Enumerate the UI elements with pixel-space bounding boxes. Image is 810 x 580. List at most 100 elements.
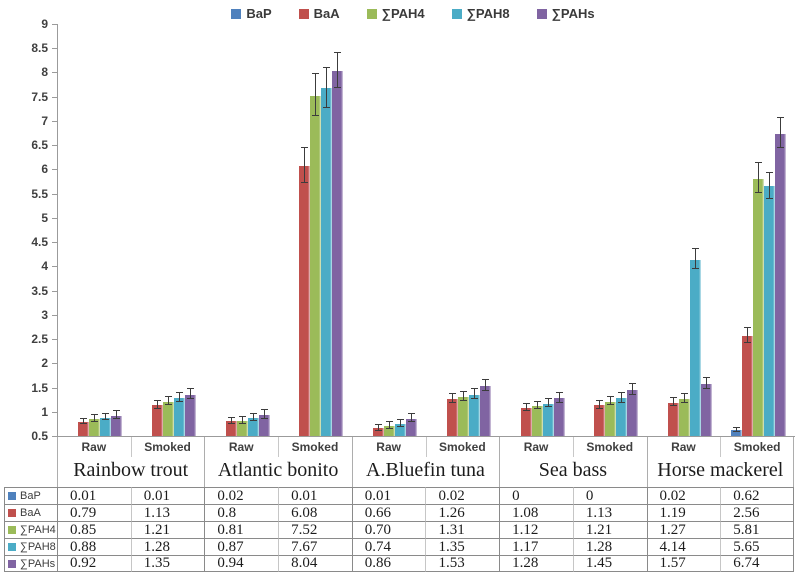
y-axis-tick: [52, 193, 57, 195]
axis-separator: [720, 437, 722, 457]
error-bar: [555, 391, 563, 403]
y-axis-tick-label: 2: [41, 356, 48, 371]
axis-separator: [278, 437, 280, 457]
table-cell: 0.01: [130, 487, 205, 504]
table-row-key: BaP: [4, 487, 57, 504]
legend-item: ∑PAH8: [451, 6, 510, 21]
table-cell: 1.28: [130, 538, 205, 555]
bar: [111, 415, 123, 436]
table-cell: 0.94: [204, 555, 279, 572]
bar: [678, 398, 690, 436]
table-cell: 6.08: [278, 504, 352, 521]
error-bar: [260, 408, 268, 419]
table-cell: 1.19: [646, 504, 721, 521]
table-cell: 0.02: [425, 487, 500, 504]
y-axis-tick-label: 0.5: [31, 429, 48, 443]
error-bar: [312, 73, 320, 117]
table-cell: 1.21: [130, 521, 205, 538]
table-cell: 0.79: [57, 504, 131, 521]
y-axis-tick: [52, 436, 57, 437]
error-bar: [743, 326, 751, 344]
table-cell: 1.53: [425, 555, 500, 572]
bar: [258, 414, 270, 436]
error-bar: [702, 377, 710, 389]
error-bar: [669, 397, 677, 406]
table-cell: 0.62: [720, 487, 794, 504]
series-swatch-icon: [8, 559, 16, 568]
bar: [616, 398, 628, 436]
table-cell: 0.02: [646, 487, 721, 504]
legend-label: BaP: [246, 6, 272, 21]
bar: [730, 430, 742, 436]
table-cell: 0.01: [57, 487, 131, 504]
error-bar: [470, 388, 478, 400]
error-bar: [334, 51, 342, 88]
y-axis-tick-label: 1: [41, 404, 48, 419]
y-axis-tick: [52, 96, 57, 98]
bar: [174, 398, 186, 436]
axis-sublabel: Raw: [228, 440, 254, 454]
table-row-key: ∑PAHs: [4, 555, 57, 572]
bar: [594, 405, 606, 436]
bar: [185, 394, 197, 436]
error-bar: [154, 400, 162, 409]
axis-separator: [499, 437, 501, 487]
error-bar: [680, 392, 688, 403]
axis-separator: [57, 437, 58, 487]
table-cell: 0.86: [351, 555, 426, 572]
table-cell: 0.66: [351, 504, 426, 521]
table-row-key-label: ∑PAH8: [20, 541, 56, 553]
axis-sublabel: Smoked: [586, 440, 634, 454]
y-axis-tick: [52, 145, 57, 147]
y-axis-tick: [52, 387, 57, 389]
table-cell: 1.27: [646, 521, 721, 538]
bar: [446, 399, 458, 436]
table-cell: 0.02: [204, 487, 279, 504]
bar: [479, 386, 491, 436]
legend-item: BaP: [231, 6, 272, 21]
bar-group: [353, 24, 427, 436]
table-cell: 0.8: [204, 504, 279, 521]
y-axis-tick-label: 3.5: [31, 283, 48, 298]
table-cell: 0.92: [57, 555, 131, 572]
bar: [667, 402, 679, 436]
y-axis-tick-label: 5: [41, 210, 48, 225]
bar: [332, 70, 344, 436]
table-cell: 0: [499, 487, 573, 504]
axis-separator: [793, 437, 794, 487]
table-cell: 1.28: [499, 555, 573, 572]
legend-label: ∑PAHs: [551, 6, 595, 21]
error-bar: [629, 383, 637, 395]
legend-label: ∑PAH8: [466, 6, 510, 21]
table-row-key: ∑PAH8: [4, 538, 57, 555]
bar: [531, 405, 543, 436]
table-cell: 1.13: [572, 504, 647, 521]
y-axis-tick-label: 2.5: [31, 332, 48, 347]
table-cell: 1.26: [425, 504, 500, 521]
legend-label: BaA: [313, 6, 340, 21]
error-bar: [386, 421, 394, 430]
axis-sublabel: Smoked: [733, 440, 781, 454]
y-axis-tick: [52, 242, 57, 244]
axis-separator: [425, 437, 427, 457]
bar: [542, 403, 554, 436]
y-axis-tick: [52, 314, 57, 316]
bar-group: [648, 24, 722, 436]
bar: [373, 428, 385, 436]
table-cell: 0.01: [351, 487, 426, 504]
legend-swatch-icon: [451, 8, 462, 19]
error-bar: [187, 388, 195, 400]
y-axis-tick-label: 8.5: [31, 41, 48, 56]
table-row-key: BaA: [4, 504, 57, 521]
series-swatch-icon: [8, 509, 16, 517]
bar-group: [721, 24, 795, 436]
bar: [457, 396, 469, 436]
table-row-key-label: ∑PAH4: [20, 524, 56, 536]
error-bar: [481, 379, 489, 391]
table-cell: 1.13: [130, 504, 205, 521]
table-cell: 1.12: [499, 521, 573, 538]
axis-separator: [204, 437, 206, 487]
bar: [299, 165, 311, 436]
y-axis-tick-label: 4.5: [31, 235, 48, 250]
